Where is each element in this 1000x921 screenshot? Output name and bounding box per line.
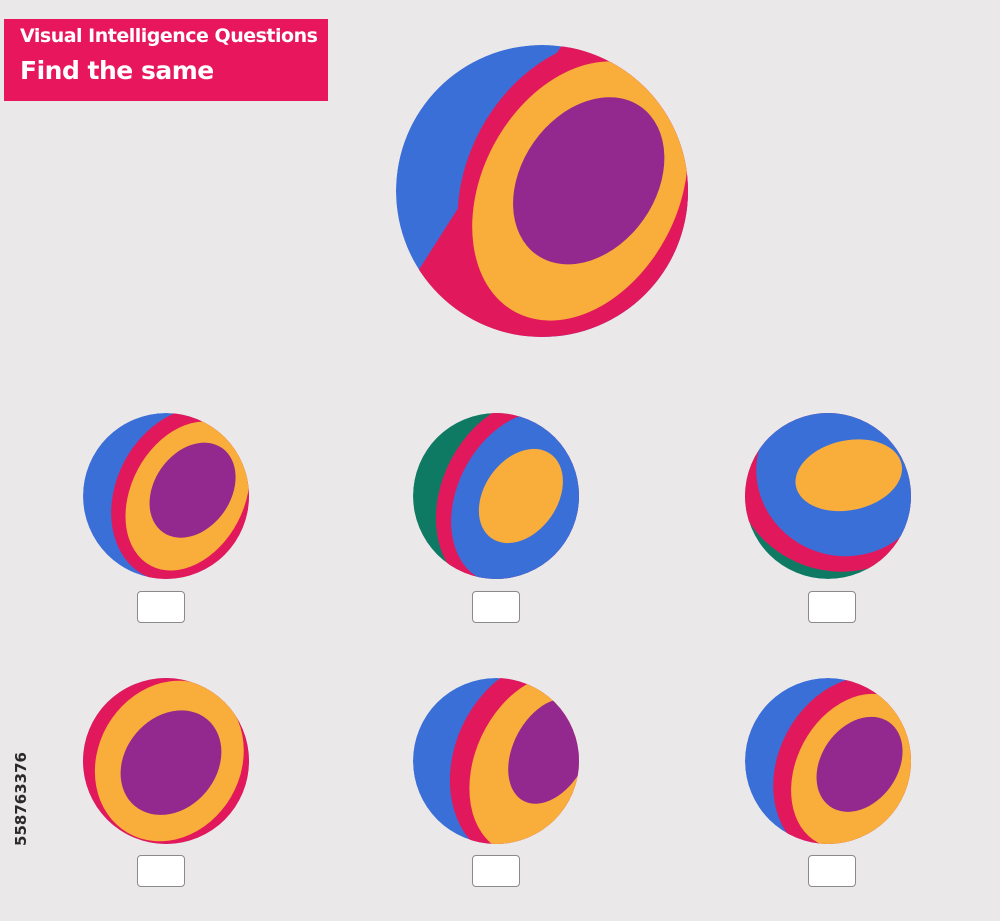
- stock-id-text: 558763376: [12, 752, 30, 846]
- title-banner: Visual Intelligence Questions Find the s…: [4, 19, 328, 101]
- option-ball-2[interactable]: [413, 413, 579, 579]
- answer-checkbox-1[interactable]: [137, 591, 185, 623]
- target-ball: [396, 45, 688, 337]
- option-ball-5[interactable]: [413, 678, 579, 844]
- answer-checkbox-6[interactable]: [808, 855, 856, 887]
- option-ball-3[interactable]: [745, 413, 911, 579]
- stock-id-label: 558763376: [10, 684, 32, 914]
- answer-checkbox-5[interactable]: [472, 855, 520, 887]
- answer-checkbox-3[interactable]: [808, 591, 856, 623]
- option-ball-6[interactable]: [745, 678, 911, 844]
- title-text: Visual Intelligence Questions: [20, 25, 318, 47]
- subtitle-text: Find the same: [20, 56, 214, 85]
- option-ball-4[interactable]: [83, 678, 249, 844]
- answer-checkbox-4[interactable]: [137, 855, 185, 887]
- answer-checkbox-2[interactable]: [472, 591, 520, 623]
- option-ball-1[interactable]: [83, 413, 249, 579]
